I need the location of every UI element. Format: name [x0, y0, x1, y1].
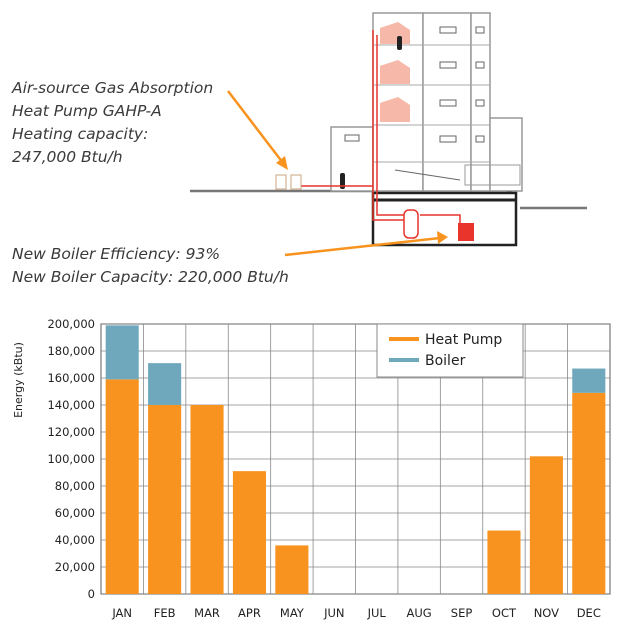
legend-label-heat-pump: Heat Pump: [425, 332, 502, 348]
bar-boiler: [148, 363, 182, 405]
y-tick-label: 200,000: [47, 317, 95, 331]
x-tick-label: JAN: [111, 606, 132, 620]
bar-heat-pump: [275, 545, 309, 594]
y-tick-label: 80,000: [55, 479, 95, 493]
y-tick-label: 180,000: [47, 344, 95, 358]
y-axis-ticks: 0 20,000 40,000 60,000 80,000 100,000 120,000 1…: [47, 317, 95, 601]
bar-heat-pump: [572, 392, 606, 594]
x-tick-label: APR: [238, 606, 261, 620]
bar-boiler: [572, 368, 606, 393]
boiler-annotation: New Boiler Efficiency: 93% New Boiler Ca…: [12, 243, 289, 289]
y-tick-label: 20,000: [55, 560, 95, 574]
y-tick-label: 100,000: [47, 452, 95, 466]
boiler-annotation-line: New Boiler Capacity: 220,000 Btu/h: [12, 268, 289, 286]
y-tick-label: 60,000: [55, 506, 95, 520]
y-tick-label: 140,000: [47, 398, 95, 412]
building-illustration: [190, 12, 587, 257]
energy-bar-chart: 0 20,000 40,000 60,000 80,000 100,000 120,000 1…: [12, 317, 611, 620]
x-tick-label: JUL: [367, 606, 387, 620]
bar-boiler: [105, 325, 139, 380]
x-tick-label: DEC: [577, 606, 601, 620]
bar-heat-pump: [487, 530, 521, 594]
gahp-annotation-line: Air-source Gas Absorption: [12, 79, 214, 97]
legend-swatch-boiler: [389, 358, 419, 362]
bar-heat-pump: [105, 379, 139, 594]
x-axis-ticks: JAN FEB MAR APR MAY JUN JUL AUG SEP OCT NOV DEC: [111, 606, 600, 620]
x-tick-label: OCT: [492, 606, 517, 620]
x-tick-label: SEP: [451, 606, 473, 620]
legend-swatch-heat-pump: [389, 337, 419, 341]
bar-heat-pump: [232, 471, 267, 594]
boiler-annotation-line: New Boiler Efficiency: 93%: [12, 245, 221, 263]
x-tick-label: FEB: [154, 606, 176, 620]
y-tick-label: 120,000: [47, 425, 95, 439]
x-tick-label: AUG: [407, 606, 432, 620]
bar-heat-pump: [529, 456, 563, 594]
gahp-annotation-line: Heating capacity:: [12, 125, 149, 143]
y-tick-label: 40,000: [55, 533, 95, 547]
y-tick-label: 0: [88, 587, 95, 601]
x-tick-label: MAR: [194, 606, 220, 620]
bar-heat-pump: [148, 405, 182, 594]
chart-grid: [100, 323, 611, 595]
x-tick-label: JUN: [323, 606, 344, 620]
x-tick-label: MAY: [280, 606, 305, 620]
chart-legend: Heat Pump Boiler: [376, 323, 524, 378]
bar-heat-pump: [190, 405, 224, 594]
y-axis-label: Energy (kBtu): [12, 342, 25, 418]
y-tick-label: 160,000: [47, 371, 95, 385]
gahp-annotation-line: Heat Pump GAHP-A: [12, 102, 162, 120]
legend-label-boiler: Boiler: [425, 353, 466, 369]
gahp-annotation: Air-source Gas Absorption Heat Pump GAHP…: [12, 77, 213, 169]
gahp-annotation-line: 247,000 Btu/h: [12, 148, 123, 166]
x-tick-label: NOV: [534, 606, 559, 620]
chart-bars: [105, 325, 606, 594]
